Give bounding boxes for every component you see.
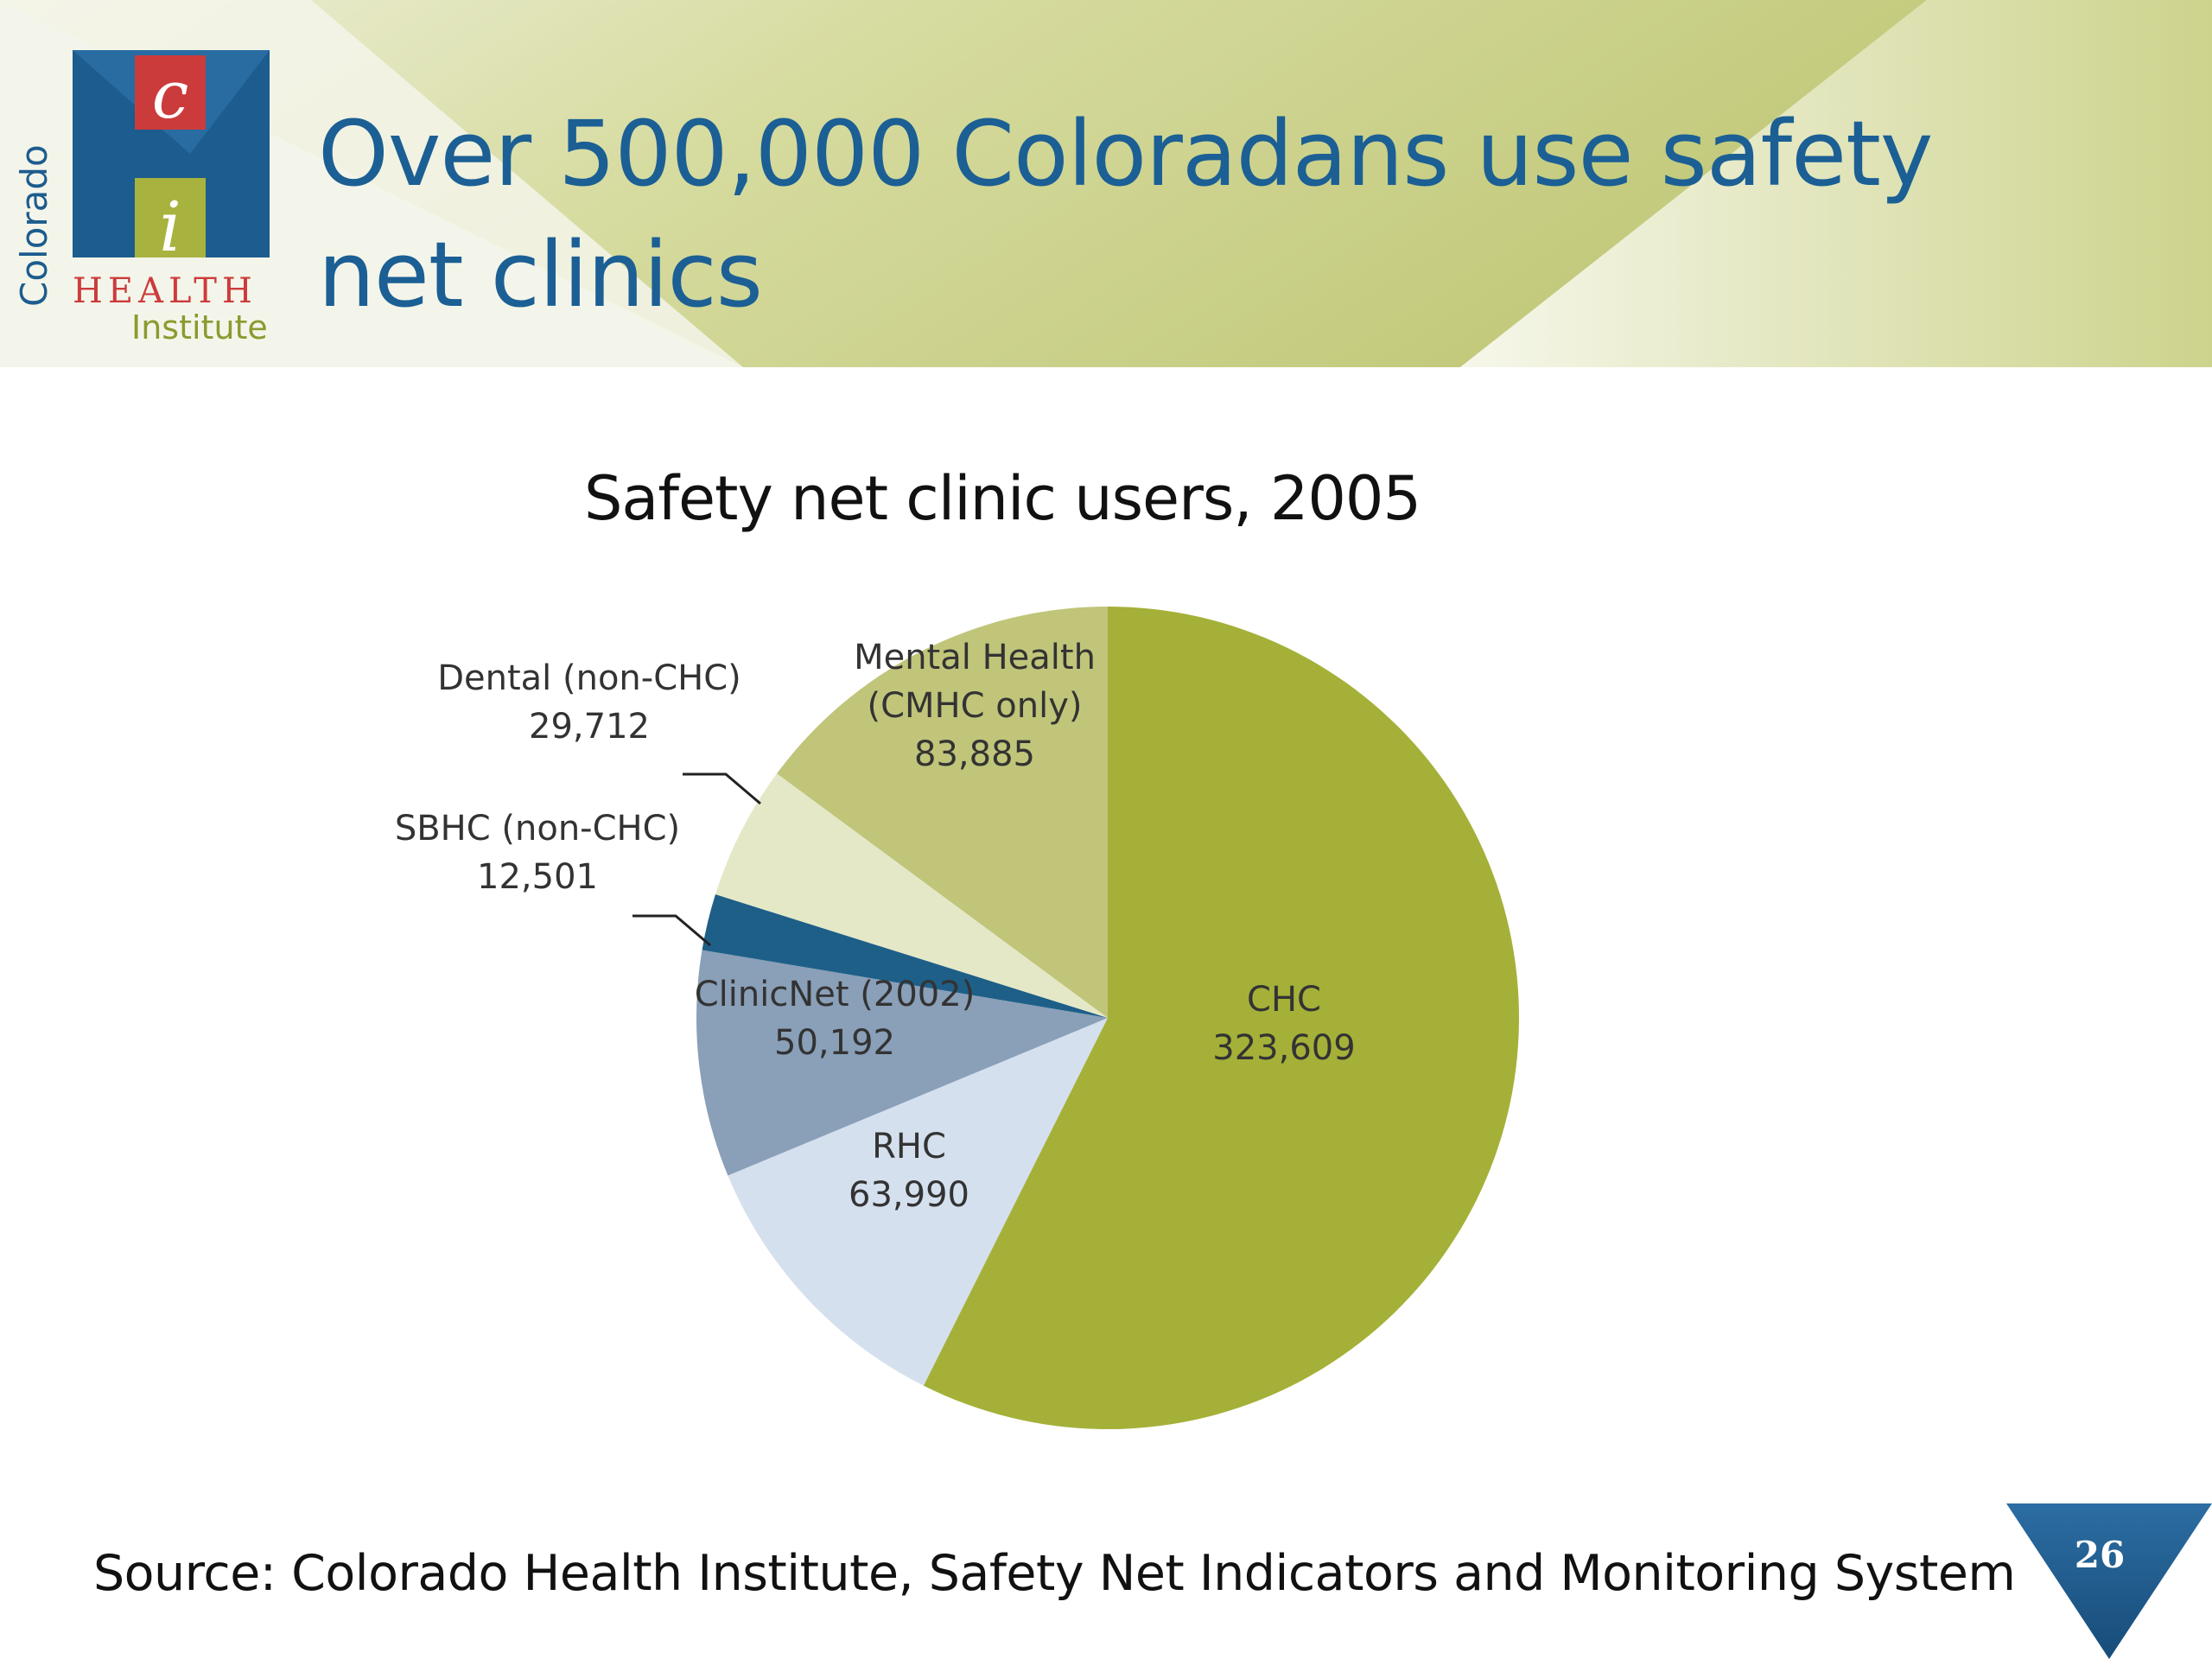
slice-label-sbhc-non-chc: SBHC (non-CHC) 12,501 <box>395 809 680 897</box>
slide-title: Over 500,000 Coloradans use safety net c… <box>318 101 1933 327</box>
slice-name-label: SBHC (non-CHC) <box>395 809 680 849</box>
svg-text:i: i <box>159 187 181 267</box>
svg-text:c: c <box>152 56 189 133</box>
leader-line <box>632 914 711 947</box>
page-number: 26 <box>2074 1534 2126 1576</box>
svg-text:HEALTH: HEALTH <box>73 271 257 311</box>
slice-value-label: 323,609 <box>1212 1028 1355 1068</box>
colorado-health-institute-logo: c i Colorado HEALTH Institute <box>13 43 276 354</box>
pie-slice-sbhc-non-chc <box>702 894 1108 1018</box>
slice-name-label: ClinicNet (2002) <box>695 975 976 1014</box>
svg-text:Colorado: Colorado <box>17 144 55 307</box>
slice-value-label: 50,192 <box>774 1023 895 1063</box>
header-band <box>0 0 2212 367</box>
slice-value-label: 12,501 <box>477 857 598 897</box>
slice-label-clinicnet-2002: ClinicNet (2002) 50,192 <box>695 975 976 1063</box>
pie-slice-dental-non-chc <box>715 773 1108 1018</box>
slice-name-label: Mental Health <box>854 638 1096 677</box>
slice-label-dental-non-chc: Dental (non-CHC) 29,712 <box>437 658 741 747</box>
page-number-marker <box>2006 1503 2212 1659</box>
source-note: Source: Colorado Health Institute, Safet… <box>93 1545 2016 1602</box>
slice-value-label: 29,712 <box>529 707 650 747</box>
chart-title: Safety net clinic users, 2005 <box>583 463 1421 534</box>
slice-name-label: CHC <box>1247 980 1321 1020</box>
slice-label-chc: CHC 323,609 <box>1212 980 1355 1068</box>
slice-name-label: RHC <box>872 1127 946 1166</box>
svg-text:Institute: Institute <box>131 308 268 346</box>
slice-name-label: (CMHC only) <box>868 686 1083 726</box>
pie-slice-clinicnet-2002 <box>696 950 1108 1176</box>
slice-name-label: Dental (non-CHC) <box>437 658 741 698</box>
pie-slice-mental-health-cmhc-only <box>777 607 1108 1018</box>
leader-line <box>683 772 761 805</box>
slice-value-label: 63,990 <box>849 1175 969 1215</box>
slice-label-rhc: RHC 63,990 <box>849 1127 969 1215</box>
pie-slice-chc <box>923 607 1519 1429</box>
slice-label-mental-health-cmhc-only: Mental Health (CMHC only) 83,885 <box>854 638 1096 774</box>
pie-slice-rhc <box>728 1018 1108 1386</box>
slice-value-label: 83,885 <box>914 734 1035 774</box>
